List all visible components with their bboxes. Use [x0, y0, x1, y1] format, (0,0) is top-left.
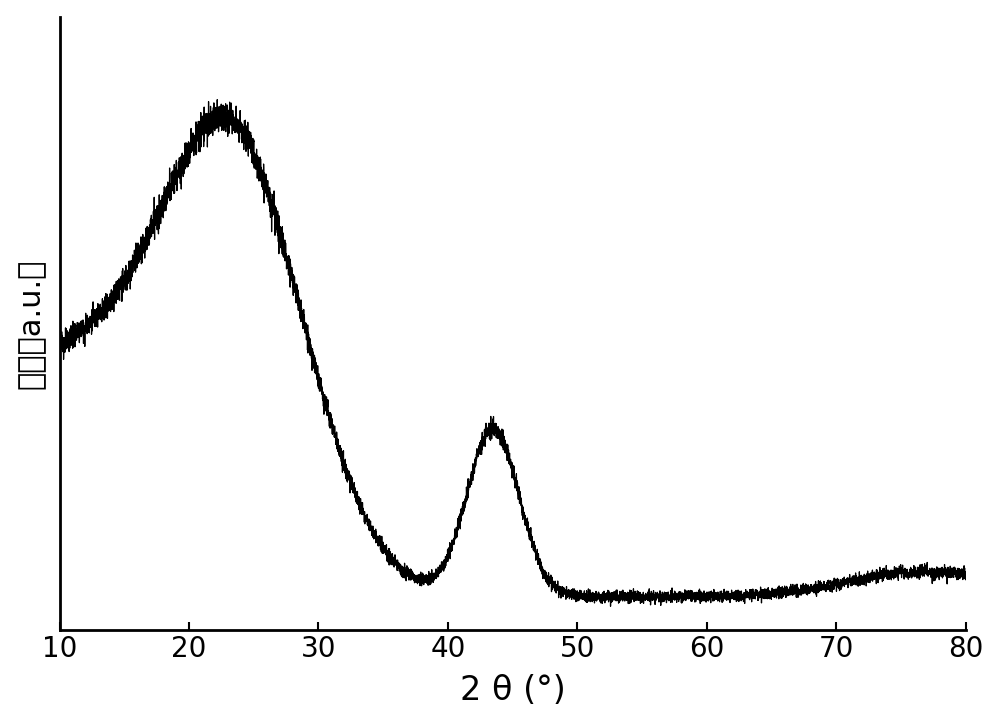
X-axis label: 2 θ (°): 2 θ (°) [460, 674, 565, 707]
Y-axis label: 强度（a.u.）: 强度（a.u.） [17, 258, 46, 389]
